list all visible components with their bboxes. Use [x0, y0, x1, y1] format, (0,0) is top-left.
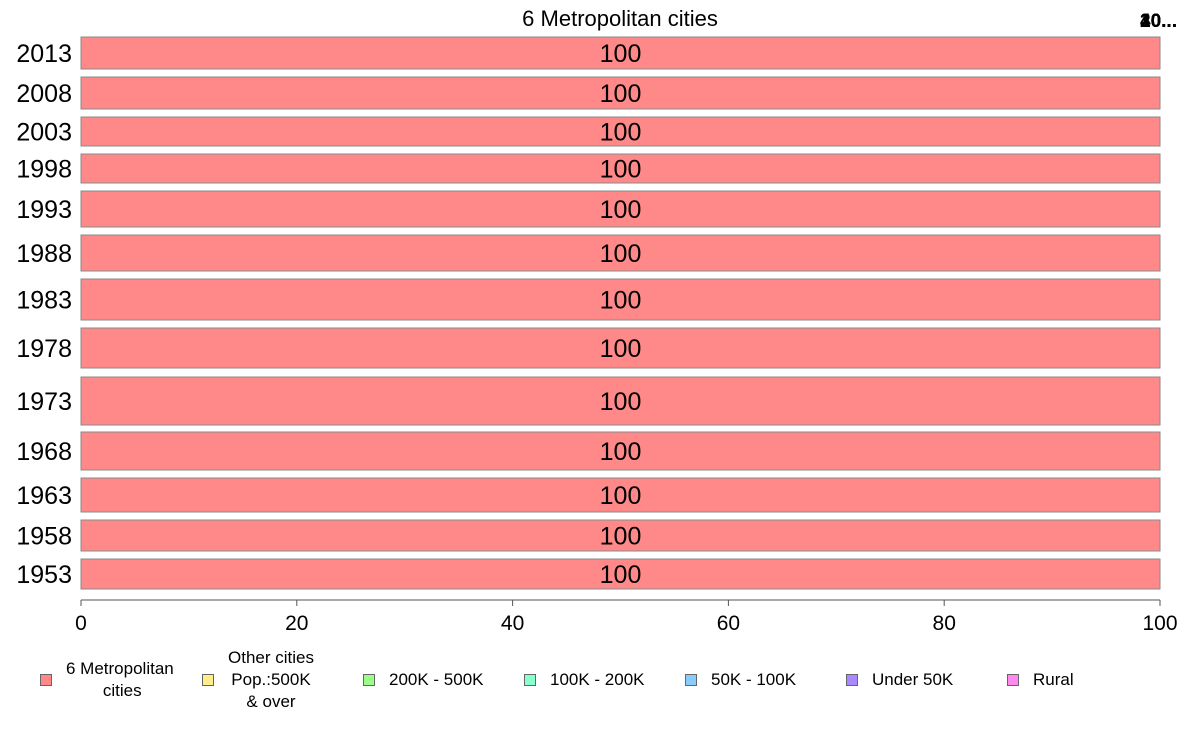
chart-title: 6 Metropolitan cities — [522, 6, 718, 31]
legend-swatch — [524, 674, 536, 686]
bar-segment — [80, 431, 1161, 471]
legend-label: Other cities Pop.:500K & over — [228, 648, 314, 711]
x-tick-label: 0 — [75, 612, 87, 635]
bar-data-label: 100 — [600, 40, 642, 68]
bar-segment — [80, 76, 1161, 110]
y-tick-label: 1988 — [16, 240, 72, 268]
y-tick-label: 1983 — [16, 287, 72, 315]
legend-swatch — [685, 674, 697, 686]
legend-item: 50K - 100K — [685, 648, 796, 712]
x-axis: 0 20 40 60 80 100 — [75, 599, 1178, 635]
overlapping-corner-labels: 10...20...30...40... — [1140, 11, 1177, 32]
legend-swatch — [363, 674, 375, 686]
bar-segment — [80, 477, 1161, 513]
bar-data-label: 100 — [600, 482, 642, 510]
corner-label: 30... — [1140, 11, 1177, 32]
bar-data-label: 100 — [600, 335, 642, 363]
y-tick-label: 1978 — [16, 335, 72, 363]
y-tick-label: 2003 — [16, 119, 72, 147]
x-tick-label: 40 — [501, 612, 524, 635]
bar-value-labels-group: 100 100 100 100 100 100 100 100 100 100 100 100 100 — [600, 40, 642, 589]
legend: 6 Metropolitan cities Other cities Pop.:5… — [0, 648, 1188, 728]
bar-data-label: 100 — [600, 240, 642, 268]
y-tick-label: 1968 — [16, 438, 72, 466]
legend-label: Under 50K — [872, 670, 954, 689]
bar-segment — [80, 36, 1161, 70]
bar-data-label: 100 — [600, 561, 642, 589]
y-tick-label: 1993 — [16, 196, 72, 224]
legend-swatch — [202, 674, 214, 686]
y-tick-label: 2008 — [16, 80, 72, 108]
legend-label: 50K - 100K — [711, 670, 797, 689]
bar-data-label: 100 — [600, 287, 642, 315]
x-tick-label: 60 — [717, 612, 740, 635]
bar-segment — [80, 190, 1161, 228]
y-tick-label: 1973 — [16, 388, 72, 416]
legend-item: 200K - 500K — [363, 648, 484, 712]
stacked-bar-chart: 6 Metropolitan cities 10...20...30...40.… — [16, 6, 1178, 635]
legend-label: 6 Metropolitan cities — [66, 659, 174, 700]
bars-group — [80, 36, 1161, 590]
legend-label: 100K - 200K — [550, 670, 645, 689]
legend-item: Rural — [1007, 648, 1074, 712]
y-tick-label: 1953 — [16, 561, 72, 589]
y-tick-label: 1998 — [16, 156, 72, 184]
bar-segment — [80, 558, 1161, 590]
bar-segment — [80, 116, 1161, 147]
bar-data-label: 100 — [600, 388, 642, 416]
legend-label: Rural — [1033, 670, 1074, 689]
bar-data-label: 100 — [600, 523, 642, 551]
bar-segment — [80, 376, 1161, 426]
y-tick-label: 2013 — [16, 40, 72, 68]
x-tick-label: 80 — [933, 612, 956, 635]
bar-segment — [80, 234, 1161, 272]
legend-item: Under 50K — [846, 648, 953, 712]
corner-label: 40... — [1140, 11, 1177, 32]
bar-segment — [80, 278, 1161, 321]
bar-data-label: 100 — [600, 156, 642, 184]
bar-data-label: 100 — [600, 80, 642, 108]
bar-segment — [80, 327, 1161, 369]
corner-label: 10... — [1140, 11, 1177, 32]
legend-item: 100K - 200K — [524, 648, 645, 712]
x-tick-label: 20 — [285, 612, 308, 635]
y-tick-label: 1963 — [16, 482, 72, 510]
legend-label: 200K - 500K — [389, 670, 484, 689]
legend-swatch — [40, 674, 52, 686]
corner-label: 20... — [1140, 11, 1177, 32]
y-tick-label: 1958 — [16, 523, 72, 551]
bar-data-label: 100 — [600, 438, 642, 466]
bar-data-label: 100 — [600, 119, 642, 147]
legend-item: Other cities Pop.:500K & over — [202, 648, 314, 712]
legend-swatch — [846, 674, 858, 686]
legend-swatch — [1007, 674, 1019, 686]
x-tick-label: 100 — [1142, 612, 1177, 635]
bar-data-label: 100 — [600, 196, 642, 224]
legend-item: 6 Metropolitan cities — [40, 648, 174, 712]
bar-segment — [80, 153, 1161, 184]
year-labels-group: 2013 2008 2003 1998 1993 1988 1983 1978 1973 1968… — [16, 40, 72, 589]
bar-segment — [80, 519, 1161, 552]
